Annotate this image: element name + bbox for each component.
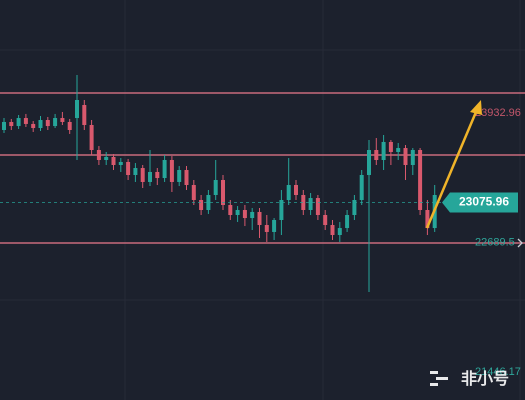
candle-body (337, 228, 342, 235)
candle-body (359, 175, 364, 200)
candle-body (148, 171, 152, 182)
watermark: 非小号 (430, 369, 509, 388)
candle-body (133, 168, 138, 175)
candle-body (60, 118, 65, 122)
candle-body (111, 156, 116, 165)
candle-body (53, 118, 58, 127)
plot: 23075.96 23932.96 22689.5 21446.17 (0, 75, 525, 378)
candle-body (38, 120, 43, 129)
candle-body (242, 210, 247, 219)
candle-body (199, 200, 204, 210)
candle-body (75, 100, 79, 119)
candle-body (2, 121, 6, 130)
chevron (517, 238, 523, 248)
candle-body (418, 150, 423, 210)
candle-body (67, 121, 72, 130)
candle-body (31, 123, 36, 129)
last-price-tag (442, 192, 518, 213)
candle-body (286, 185, 291, 200)
candle-body (16, 118, 21, 127)
candle-body (177, 170, 182, 182)
last-price-label: 23075.96 (459, 195, 509, 209)
candle-body (374, 150, 379, 160)
trend-arrow (425, 100, 482, 229)
candle-body (330, 225, 335, 235)
candle-body (352, 200, 357, 215)
candle-body (118, 161, 123, 165)
candle-body (264, 225, 269, 232)
candle-body (206, 195, 211, 210)
candle-body (279, 200, 284, 220)
candle-body (403, 148, 408, 165)
candle-body (155, 171, 160, 179)
candle-body (140, 168, 145, 182)
candle-body (272, 220, 277, 232)
candle-body (345, 215, 350, 229)
candle-body (45, 120, 50, 127)
candle-body (308, 198, 313, 210)
candle-body (228, 205, 233, 215)
candle-body (213, 180, 218, 195)
candle-body (89, 125, 94, 150)
watermark-text: 非小号 (461, 369, 509, 388)
candle-body (162, 160, 167, 179)
candle-body (388, 141, 393, 152)
candle-body (9, 121, 14, 127)
candle-body (96, 150, 101, 160)
candle-body (381, 141, 386, 160)
candle-body (104, 156, 109, 160)
candle-body (126, 161, 131, 175)
candle-body (425, 210, 430, 229)
candle-body (323, 215, 328, 225)
candle-body (221, 180, 225, 205)
candle-body (191, 185, 196, 200)
y-tick-label: 21446.17 (475, 366, 521, 378)
candle-body (315, 198, 320, 215)
candle-body (396, 148, 401, 152)
candle-body (294, 185, 298, 195)
candle-body (367, 150, 371, 175)
candle-body (169, 160, 174, 182)
y-tick-label: 23932.96 (475, 107, 521, 119)
y-tick-label: 22689.5 (475, 237, 515, 249)
candle-body (184, 170, 189, 185)
candle-body (23, 118, 28, 124)
candle-body (301, 195, 306, 210)
candle-body (257, 211, 262, 225)
candle-body (82, 105, 87, 125)
candle-body (235, 210, 240, 215)
candle-body (250, 211, 255, 219)
candle-body (410, 150, 415, 165)
